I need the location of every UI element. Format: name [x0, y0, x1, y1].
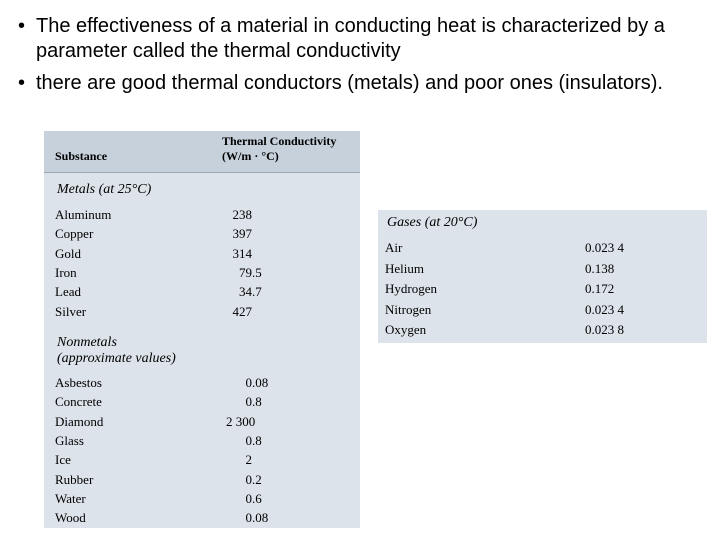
section-title-gases: Gases (at 20°C): [387, 215, 478, 230]
bullet-text: there are good thermal conductors (metal…: [36, 72, 663, 94]
substance-name: Helium: [385, 260, 424, 276]
conductivity-table-solids: Substance Thermal Conductivity (W/m · °C…: [44, 131, 360, 528]
substance-name: Ice: [55, 452, 71, 468]
bullet-marker: •: [18, 72, 26, 94]
conductivity-value: 79.5: [239, 264, 262, 280]
bullet-item: • The effectiveness of a material in cond…: [18, 14, 708, 64]
conductivity-table-gases: Gases (at 20°C) Air 0.023 4 Helium 0.138 Hyd…: [378, 210, 707, 343]
table-row: Gold 314: [55, 244, 345, 263]
conductivity-value: 0.023 4: [585, 301, 624, 317]
table-row: Asbestos 0.08: [55, 373, 345, 392]
table-row: Hydrogen 0.172: [385, 279, 695, 298]
substance-name: Air: [385, 240, 403, 255]
section-title-line: (approximate values): [57, 351, 176, 366]
substance-name: Asbestos: [55, 375, 102, 390]
conductivity-value: 0.8: [245, 432, 262, 448]
conductivity-value: 0.172: [585, 281, 615, 296]
column-header-thermal-conductivity: Thermal Conductivity (W/m · °C): [222, 134, 336, 164]
conductivity-value: 0.138: [585, 260, 615, 276]
conductivity-value: 2 300: [226, 413, 256, 429]
table-row: Aluminum 238: [55, 205, 345, 224]
substance-name: Water: [55, 490, 86, 506]
table-row: Lead 34.7: [55, 282, 345, 301]
section-title-nonmetals: Nonmetals (approximate values): [57, 335, 176, 367]
table-row: Oxygen 0.023 8: [385, 320, 695, 339]
substance-name: Silver: [55, 303, 87, 319]
column-header-line: Thermal Conductivity: [222, 134, 337, 148]
column-header-units: (W/m · °C): [222, 149, 279, 163]
substance-name: Wood: [55, 510, 86, 526]
table-header: Substance Thermal Conductivity (W/m · °C…: [44, 131, 360, 173]
substance-name: Rubber: [55, 471, 94, 487]
conductivity-value: 238: [232, 207, 253, 222]
section-title-line: Nonmetals: [57, 335, 117, 350]
substance-name: Lead: [55, 284, 81, 300]
bullet-item: • there are good thermal conductors (meta…: [18, 71, 708, 96]
substance-name: Glass: [55, 432, 84, 448]
conductivity-value: 0.2: [245, 471, 262, 487]
substance-name: Nitrogen: [385, 301, 432, 317]
column-header-substance: Substance: [55, 149, 108, 163]
conductivity-value: 0.6: [245, 490, 262, 506]
bullet-list: • The effectiveness of a material in cond…: [18, 14, 708, 103]
substance-name: Concrete: [55, 394, 102, 410]
conductivity-value: 34.7: [239, 284, 262, 300]
substance-name: Gold: [55, 245, 81, 261]
substance-name: Iron: [55, 264, 77, 280]
table-row: Silver 427: [55, 302, 345, 321]
conductivity-value: 0.08: [245, 375, 269, 390]
table-row: Air 0.023 4: [385, 238, 695, 257]
table-row: Iron 79.5: [55, 263, 345, 282]
table-row: Ice 2: [55, 450, 345, 469]
substance-name: Aluminum: [55, 207, 112, 222]
substance-name: Copper: [55, 226, 94, 242]
table-row: Water 0.6: [55, 489, 345, 508]
table-row: Rubber 0.2: [55, 470, 345, 489]
table-row: Copper 397: [55, 224, 345, 243]
conductivity-value: 2: [245, 452, 253, 468]
table-row: Wood 0.08: [55, 508, 345, 527]
substance-name: Hydrogen: [385, 281, 437, 296]
conductivity-value: 0.023 8: [585, 322, 624, 337]
conductivity-value: 0.023 4: [585, 240, 624, 255]
conductivity-value: 397: [232, 226, 253, 242]
conductivity-value: 314: [232, 245, 253, 261]
substance-name: Diamond: [55, 413, 104, 429]
bullet-marker: •: [18, 15, 26, 37]
table-row: Glass 0.8: [55, 431, 345, 450]
section-title-metals: Metals (at 25°C): [57, 182, 152, 197]
table-row: Diamond 2 300: [55, 412, 345, 431]
table-row: Concrete 0.8: [55, 392, 345, 411]
conductivity-value: 0.8: [245, 394, 262, 410]
table-row: Helium 0.138: [385, 259, 695, 278]
bullet-text: The effectiveness of a material in condu…: [36, 15, 665, 62]
conductivity-value: 427: [232, 303, 253, 319]
table-row: Nitrogen 0.023 4: [385, 300, 695, 319]
substance-name: Oxygen: [385, 322, 427, 337]
conductivity-value: 0.08: [245, 510, 269, 526]
